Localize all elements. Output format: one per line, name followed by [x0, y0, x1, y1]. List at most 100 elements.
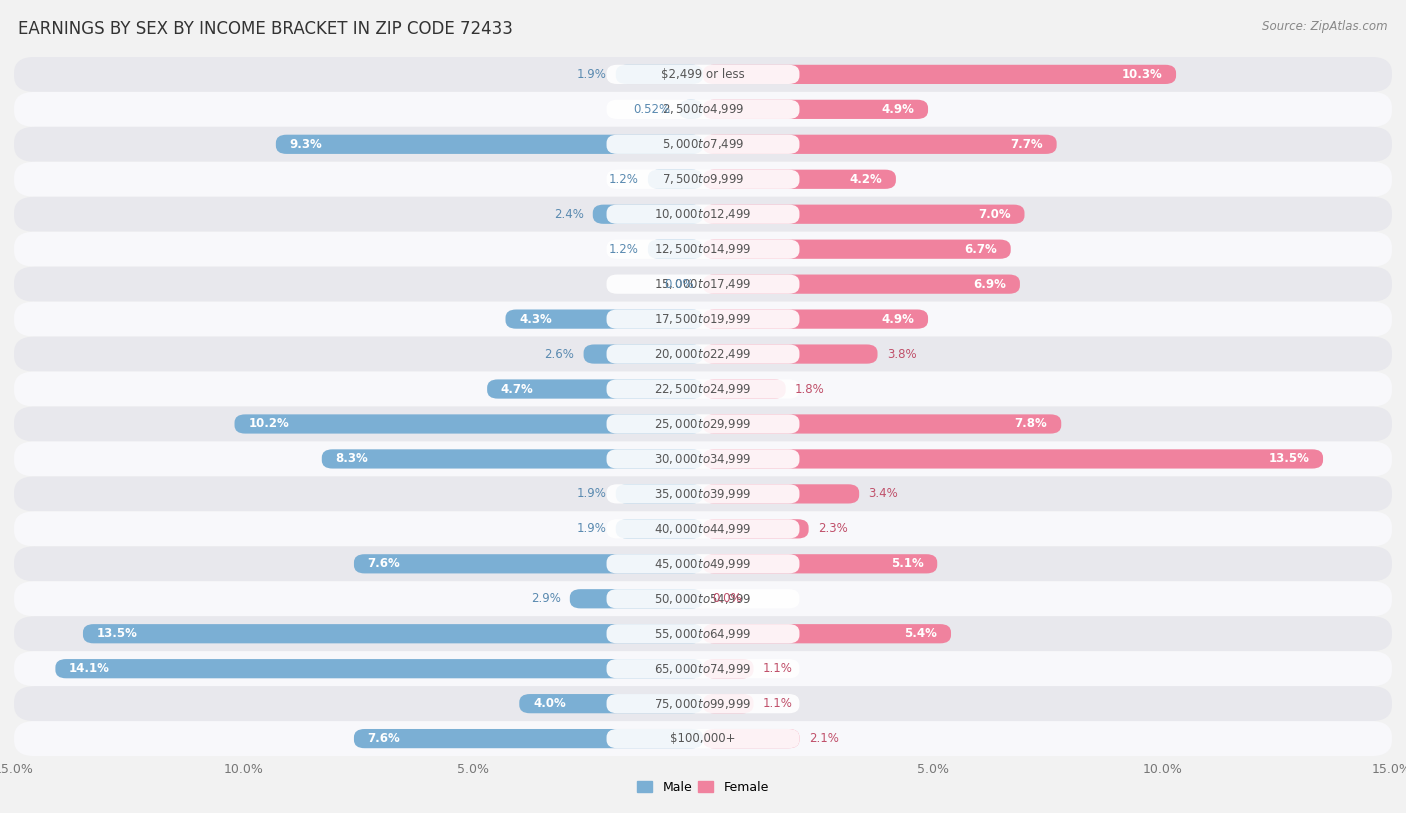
Text: 1.9%: 1.9%: [576, 523, 606, 535]
FancyBboxPatch shape: [354, 554, 703, 573]
FancyBboxPatch shape: [616, 65, 703, 84]
FancyBboxPatch shape: [14, 232, 1392, 267]
FancyBboxPatch shape: [14, 162, 1392, 197]
FancyBboxPatch shape: [606, 205, 800, 224]
Text: $5,000 to $7,499: $5,000 to $7,499: [662, 137, 744, 151]
FancyBboxPatch shape: [703, 275, 1019, 293]
Text: 4.0%: 4.0%: [533, 698, 565, 710]
FancyBboxPatch shape: [14, 92, 1392, 127]
FancyBboxPatch shape: [606, 100, 800, 119]
FancyBboxPatch shape: [14, 337, 1392, 372]
FancyBboxPatch shape: [703, 729, 800, 748]
FancyBboxPatch shape: [606, 65, 800, 84]
FancyBboxPatch shape: [648, 170, 703, 189]
FancyBboxPatch shape: [703, 554, 938, 573]
Text: 13.5%: 13.5%: [97, 628, 138, 640]
Text: 5.1%: 5.1%: [891, 558, 924, 570]
FancyBboxPatch shape: [703, 520, 808, 538]
Text: $15,000 to $17,499: $15,000 to $17,499: [654, 277, 752, 291]
Text: 7.0%: 7.0%: [979, 208, 1011, 220]
Text: $50,000 to $54,999: $50,000 to $54,999: [654, 592, 752, 606]
FancyBboxPatch shape: [703, 345, 877, 363]
FancyBboxPatch shape: [606, 415, 800, 433]
Text: 7.8%: 7.8%: [1015, 418, 1047, 430]
Text: 9.3%: 9.3%: [290, 138, 322, 150]
Text: $2,499 or less: $2,499 or less: [661, 68, 745, 80]
FancyBboxPatch shape: [606, 694, 800, 713]
FancyBboxPatch shape: [703, 205, 1025, 224]
Text: $100,000+: $100,000+: [671, 733, 735, 745]
Text: $65,000 to $74,999: $65,000 to $74,999: [654, 662, 752, 676]
Text: 2.1%: 2.1%: [808, 733, 838, 745]
FancyBboxPatch shape: [606, 380, 800, 398]
Text: 1.1%: 1.1%: [762, 698, 793, 710]
FancyBboxPatch shape: [14, 267, 1392, 302]
FancyBboxPatch shape: [703, 135, 1057, 154]
FancyBboxPatch shape: [703, 485, 859, 503]
FancyBboxPatch shape: [235, 415, 703, 433]
FancyBboxPatch shape: [703, 240, 1011, 259]
Text: 1.1%: 1.1%: [762, 663, 793, 675]
Text: 5.4%: 5.4%: [904, 628, 938, 640]
Text: 0.52%: 0.52%: [633, 103, 669, 115]
Text: $30,000 to $34,999: $30,000 to $34,999: [654, 452, 752, 466]
FancyBboxPatch shape: [703, 65, 1175, 84]
Text: 1.8%: 1.8%: [794, 383, 824, 395]
FancyBboxPatch shape: [583, 345, 703, 363]
FancyBboxPatch shape: [55, 659, 703, 678]
Text: 2.9%: 2.9%: [530, 593, 561, 605]
FancyBboxPatch shape: [703, 450, 1323, 468]
Text: $35,000 to $39,999: $35,000 to $39,999: [654, 487, 752, 501]
Text: 2.6%: 2.6%: [544, 348, 575, 360]
FancyBboxPatch shape: [14, 57, 1392, 92]
FancyBboxPatch shape: [703, 310, 928, 328]
Text: 6.7%: 6.7%: [965, 243, 997, 255]
Text: Source: ZipAtlas.com: Source: ZipAtlas.com: [1263, 20, 1388, 33]
Text: 2.3%: 2.3%: [818, 523, 848, 535]
FancyBboxPatch shape: [703, 659, 754, 678]
FancyBboxPatch shape: [14, 651, 1392, 686]
FancyBboxPatch shape: [606, 520, 800, 538]
FancyBboxPatch shape: [14, 197, 1392, 232]
Text: 1.9%: 1.9%: [576, 488, 606, 500]
FancyBboxPatch shape: [354, 729, 703, 748]
Text: 4.3%: 4.3%: [519, 313, 553, 325]
FancyBboxPatch shape: [593, 205, 703, 224]
FancyBboxPatch shape: [606, 589, 800, 608]
FancyBboxPatch shape: [606, 659, 800, 678]
FancyBboxPatch shape: [606, 450, 800, 468]
FancyBboxPatch shape: [14, 686, 1392, 721]
Text: $75,000 to $99,999: $75,000 to $99,999: [654, 697, 752, 711]
FancyBboxPatch shape: [606, 554, 800, 573]
FancyBboxPatch shape: [14, 721, 1392, 756]
Text: $10,000 to $12,499: $10,000 to $12,499: [654, 207, 752, 221]
FancyBboxPatch shape: [14, 406, 1392, 441]
Text: 4.9%: 4.9%: [882, 103, 914, 115]
FancyBboxPatch shape: [703, 694, 754, 713]
Text: $12,500 to $14,999: $12,500 to $14,999: [654, 242, 752, 256]
FancyBboxPatch shape: [14, 441, 1392, 476]
FancyBboxPatch shape: [606, 170, 800, 189]
Text: 7.6%: 7.6%: [368, 558, 401, 570]
FancyBboxPatch shape: [14, 616, 1392, 651]
FancyBboxPatch shape: [703, 100, 928, 119]
FancyBboxPatch shape: [606, 485, 800, 503]
FancyBboxPatch shape: [506, 310, 703, 328]
FancyBboxPatch shape: [616, 520, 703, 538]
Text: 3.4%: 3.4%: [869, 488, 898, 500]
FancyBboxPatch shape: [703, 380, 786, 398]
FancyBboxPatch shape: [606, 275, 800, 293]
Text: 4.9%: 4.9%: [882, 313, 914, 325]
FancyBboxPatch shape: [703, 415, 1062, 433]
FancyBboxPatch shape: [606, 624, 800, 643]
FancyBboxPatch shape: [679, 100, 703, 119]
Text: $2,500 to $4,999: $2,500 to $4,999: [662, 102, 744, 116]
FancyBboxPatch shape: [83, 624, 703, 643]
Text: $25,000 to $29,999: $25,000 to $29,999: [654, 417, 752, 431]
Text: 8.3%: 8.3%: [336, 453, 368, 465]
Text: $40,000 to $44,999: $40,000 to $44,999: [654, 522, 752, 536]
FancyBboxPatch shape: [14, 511, 1392, 546]
Text: 13.5%: 13.5%: [1268, 453, 1309, 465]
Text: 6.9%: 6.9%: [973, 278, 1007, 290]
Text: $55,000 to $64,999: $55,000 to $64,999: [654, 627, 752, 641]
